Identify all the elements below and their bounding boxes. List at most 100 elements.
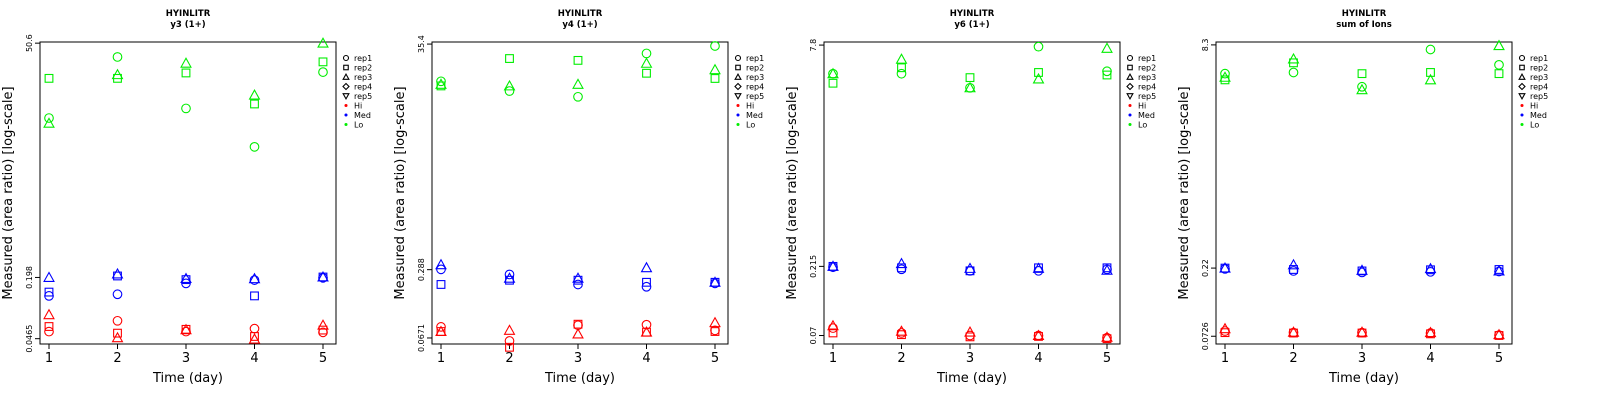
legend-symbol-hi xyxy=(736,103,740,108)
data-point-med-rep3 xyxy=(640,261,653,273)
data-point-med-rep3 xyxy=(503,272,516,283)
legend-symbol-rep1 xyxy=(1126,54,1134,62)
data-point-hi-rep1 xyxy=(44,326,54,337)
x-tick-label: 1 xyxy=(45,351,53,366)
data-point-hi-rep2 xyxy=(897,330,906,340)
data-point-lo-rep3 xyxy=(964,81,976,93)
legend-symbol-rep4 xyxy=(1126,82,1134,91)
data-point-lo-rep3 xyxy=(1219,71,1231,82)
legend-label-rep5: rep5 xyxy=(746,92,764,101)
data-point-lo-rep2 xyxy=(1494,69,1504,79)
data-point-med-rep3 xyxy=(709,276,721,287)
data-point-hi-rep3 xyxy=(111,331,124,343)
legend-label-hi: Hi xyxy=(746,102,754,111)
data-point-med-rep3 xyxy=(1032,262,1045,273)
data-point-hi-rep1 xyxy=(896,328,907,338)
legend-label-hi: Hi xyxy=(354,102,362,111)
data-point-med-rep1 xyxy=(641,281,652,292)
legend-label-hi: Hi xyxy=(1530,102,1538,111)
legend-symbol-lo xyxy=(1520,122,1524,127)
legend-label-rep5: rep5 xyxy=(354,92,372,101)
data-point-hi-rep2 xyxy=(965,332,975,342)
data-point-lo-rep3 xyxy=(503,79,516,91)
data-point-med-rep3 xyxy=(1219,262,1231,273)
y-tick-label: 35.4 xyxy=(417,35,426,53)
data-point-med-rep3 xyxy=(1356,264,1368,275)
data-point-hi-rep2 xyxy=(318,325,328,335)
data-point-med-rep3 xyxy=(248,272,261,284)
legend-label-rep5: rep5 xyxy=(1530,92,1548,101)
data-point-hi-rep3 xyxy=(1101,331,1113,342)
data-point-hi-rep3 xyxy=(43,308,55,320)
legend-label-rep2: rep2 xyxy=(1530,64,1548,73)
legend-symbol-hi xyxy=(1520,103,1524,108)
data-point-lo-rep1 xyxy=(573,91,583,102)
legend-symbol-rep3 xyxy=(1518,72,1526,80)
data-point-hi-rep3 xyxy=(180,323,192,335)
data-point-lo-rep3 xyxy=(1493,39,1505,51)
legend-label-rep4: rep4 xyxy=(354,83,372,92)
data-point-med-rep1 xyxy=(249,275,260,285)
data-point-med-rep2 xyxy=(436,280,446,289)
data-point-lo-rep2 xyxy=(505,54,514,63)
data-point-hi-rep3 xyxy=(1032,329,1045,341)
data-point-hi-rep2 xyxy=(1357,328,1367,338)
data-point-lo-rep3 xyxy=(1287,52,1300,64)
x-axis-label: Time (day) xyxy=(152,371,223,386)
legend-symbol-rep2 xyxy=(343,64,349,71)
legend-symbol-hi xyxy=(344,103,348,108)
x-tick-label: 4 xyxy=(642,351,650,366)
data-point-med-rep3 xyxy=(895,257,908,269)
data-point-lo-rep2 xyxy=(1357,69,1367,79)
data-point-lo-rep1 xyxy=(318,67,328,77)
data-point-hi-rep1 xyxy=(112,315,123,326)
data-point-hi-rep3 xyxy=(248,333,261,344)
legend-label-lo: Lo xyxy=(354,121,363,130)
data-point-lo-rep2 xyxy=(828,78,838,88)
y-tick-label: 0.22 xyxy=(1201,259,1210,277)
x-axis-label: Time (day) xyxy=(936,371,1007,386)
y-tick-label: 50.6 xyxy=(25,34,34,52)
data-point-lo-rep1 xyxy=(641,48,652,59)
x-tick-label: 1 xyxy=(1221,351,1229,366)
data-point-med-rep3 xyxy=(964,262,976,273)
plot-frame xyxy=(1215,41,1513,345)
data-point-lo-rep1 xyxy=(710,41,720,51)
x-tick-label: 5 xyxy=(711,351,719,366)
x-tick-label: 2 xyxy=(1289,351,1297,366)
data-point-hi-rep3 xyxy=(640,326,653,337)
legend-symbol-rep5 xyxy=(1518,93,1526,101)
legend-label-lo: Lo xyxy=(1138,121,1147,130)
legend-label-rep1: rep1 xyxy=(1530,54,1548,63)
y-tick-label: 0.0726 xyxy=(1201,322,1210,350)
data-point-lo-rep1 xyxy=(436,76,446,87)
data-point-lo-rep3 xyxy=(895,53,908,64)
data-point-lo-rep1 xyxy=(249,142,260,152)
data-point-lo-rep2 xyxy=(965,73,975,83)
data-point-lo-rep3 xyxy=(709,63,721,75)
data-point-med-rep3 xyxy=(317,270,329,282)
data-point-med-rep3 xyxy=(1424,262,1437,274)
x-tick-label: 4 xyxy=(250,351,258,366)
chart-title: HYINLITR xyxy=(558,9,603,19)
data-point-hi-rep1 xyxy=(504,336,515,346)
data-point-med-rep2 xyxy=(44,287,54,297)
data-point-hi-rep3 xyxy=(895,325,908,336)
legend-symbol-rep5 xyxy=(1126,93,1134,101)
data-point-hi-rep3 xyxy=(572,327,584,339)
data-point-hi-rep2 xyxy=(710,327,720,336)
legend-label-hi: Hi xyxy=(1138,102,1146,111)
chart-subtitle: y6 (1+) xyxy=(954,20,989,30)
data-point-lo-rep2 xyxy=(181,68,191,78)
x-tick-label: 2 xyxy=(113,351,121,366)
legend-symbol-rep1 xyxy=(342,54,350,62)
legend-label-med: Med xyxy=(1138,111,1155,120)
data-point-lo-rep1 xyxy=(1357,81,1367,92)
data-point-lo-rep2 xyxy=(1426,68,1435,77)
legend-label-rep1: rep1 xyxy=(1138,54,1156,63)
legend-symbol-rep2 xyxy=(1127,64,1133,71)
legend-symbol-rep5 xyxy=(342,93,350,101)
x-tick-label: 1 xyxy=(437,351,445,366)
